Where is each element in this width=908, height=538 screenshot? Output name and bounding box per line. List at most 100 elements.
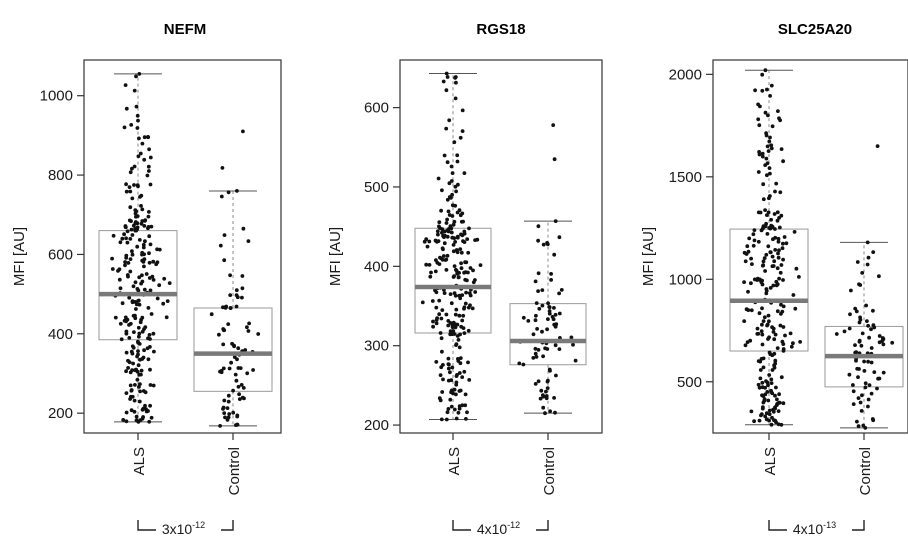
data-point — [541, 242, 546, 247]
data-point — [777, 392, 781, 397]
data-point — [763, 208, 767, 213]
data-point — [454, 342, 459, 346]
x-category-label: Control — [857, 447, 874, 495]
data-point — [143, 390, 148, 395]
data-point — [778, 270, 783, 275]
data-point — [749, 281, 753, 286]
data-point — [747, 236, 752, 241]
data-point — [473, 290, 478, 294]
data-point — [141, 258, 146, 263]
data-point — [453, 325, 458, 330]
data-point — [774, 279, 779, 284]
data-point — [457, 371, 462, 375]
data-point — [535, 327, 539, 331]
pvalue-exponent: -12 — [507, 520, 520, 530]
data-point — [449, 230, 454, 235]
data-point — [143, 218, 148, 223]
data-point — [135, 287, 140, 291]
data-point — [862, 359, 866, 364]
data-point — [155, 247, 160, 252]
data-point — [438, 226, 442, 231]
data-point — [468, 266, 473, 270]
data-point — [762, 256, 767, 260]
data-point — [755, 326, 760, 331]
data-point — [462, 171, 467, 176]
data-point — [442, 229, 447, 234]
data-point — [745, 244, 750, 249]
data-point — [241, 226, 246, 231]
panel-rgs18: RGS18 200 300 400 500 600 MFI [AU] ALS Control 4x… — [327, 21, 603, 537]
data-point — [126, 261, 131, 265]
data-point — [146, 135, 151, 140]
data-point — [221, 342, 226, 347]
data-point — [444, 417, 449, 422]
data-point — [538, 396, 543, 401]
data-point — [138, 195, 142, 199]
data-point — [539, 388, 544, 393]
data-point — [848, 312, 852, 317]
data-point — [834, 332, 839, 336]
data-point — [536, 348, 541, 352]
data-point — [452, 332, 457, 336]
data-point — [749, 256, 753, 261]
data-point — [771, 283, 776, 288]
data-point — [743, 259, 748, 264]
data-point — [475, 237, 480, 242]
data-point — [155, 260, 160, 265]
data-point — [458, 247, 463, 252]
data-point — [767, 408, 772, 413]
data-point — [767, 335, 771, 340]
chart-title: NEFM — [164, 21, 207, 38]
data-point — [764, 252, 769, 257]
data-point — [134, 307, 138, 311]
data-point — [772, 337, 777, 342]
data-point — [455, 322, 460, 327]
data-point — [536, 271, 541, 276]
data-point — [227, 412, 232, 416]
data-point — [781, 349, 786, 353]
data-point — [762, 397, 767, 401]
data-point — [124, 350, 129, 355]
y-tick-label: 500 — [364, 179, 389, 196]
data-point — [859, 343, 864, 348]
data-point — [758, 210, 763, 215]
pvalue-bracket-left — [768, 520, 787, 531]
data-point — [751, 243, 756, 248]
data-point — [123, 224, 128, 228]
data-point — [124, 391, 129, 395]
data-point — [769, 422, 774, 427]
box-control — [509, 123, 587, 416]
data-point — [552, 252, 557, 257]
data-point — [450, 325, 455, 330]
data-point — [544, 389, 548, 394]
y-tick-label: 1000 — [669, 271, 702, 288]
data-point — [460, 108, 465, 113]
y-tick-label: 2000 — [669, 66, 702, 83]
data-point — [134, 414, 139, 419]
data-point — [435, 239, 439, 244]
data-point — [531, 332, 536, 337]
data-point — [145, 173, 150, 178]
data-point — [135, 244, 140, 249]
data-point — [452, 140, 457, 145]
data-point — [856, 424, 861, 428]
data-point — [773, 406, 777, 411]
box-als — [729, 68, 809, 427]
data-point — [422, 239, 427, 244]
data-point — [139, 281, 144, 286]
data-point — [453, 312, 458, 317]
data-point — [533, 382, 538, 386]
data-point — [765, 87, 769, 92]
data-point — [433, 269, 438, 274]
data-point — [146, 306, 151, 310]
data-point — [468, 293, 473, 298]
data-point — [448, 292, 453, 296]
y-tick-label: 200 — [48, 405, 73, 422]
data-point — [235, 414, 240, 419]
data-point — [149, 312, 154, 316]
plot-frame — [83, 59, 282, 434]
data-point — [226, 322, 231, 326]
data-point — [773, 248, 778, 252]
data-point — [761, 259, 766, 264]
data-point — [256, 332, 261, 336]
